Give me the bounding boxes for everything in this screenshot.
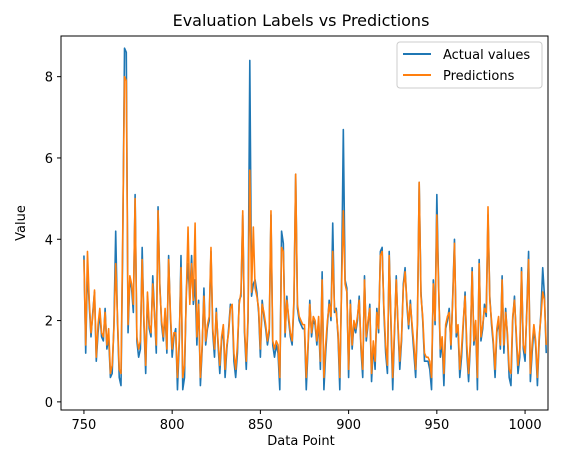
chart-title: Evaluation Labels vs Predictions [173,11,430,30]
y-axis: 0 2 4 6 8 [45,71,61,411]
x-tick-label-5: 1000 [509,418,542,433]
y-tick-label-1: 2 [45,315,53,330]
legend: Actual values Predictions [396,41,543,89]
y-axis-label: Value [14,205,29,241]
x-tick-label-1: 800 [160,418,185,433]
x-tick-label-2: 850 [248,418,273,433]
plot-area [83,47,548,391]
legend-box [396,41,543,89]
legend-label-0: Actual values [443,48,530,63]
legend-label-1: Predictions [443,69,515,84]
x-axis-label: Data Point [267,434,334,449]
x-axis: 750 800 850 900 950 1000 [72,410,542,433]
x-tick-label-0: 750 [72,418,97,433]
y-tick-label-0: 0 [45,396,53,411]
y-tick-label-2: 4 [45,233,53,248]
series-line-1 [83,75,548,379]
plot-frame [60,35,549,411]
x-tick-label-3: 900 [336,418,361,433]
x-tick-label-4: 950 [424,418,449,433]
y-tick-label-3: 6 [45,152,53,167]
y-tick-label-4: 8 [45,71,53,86]
